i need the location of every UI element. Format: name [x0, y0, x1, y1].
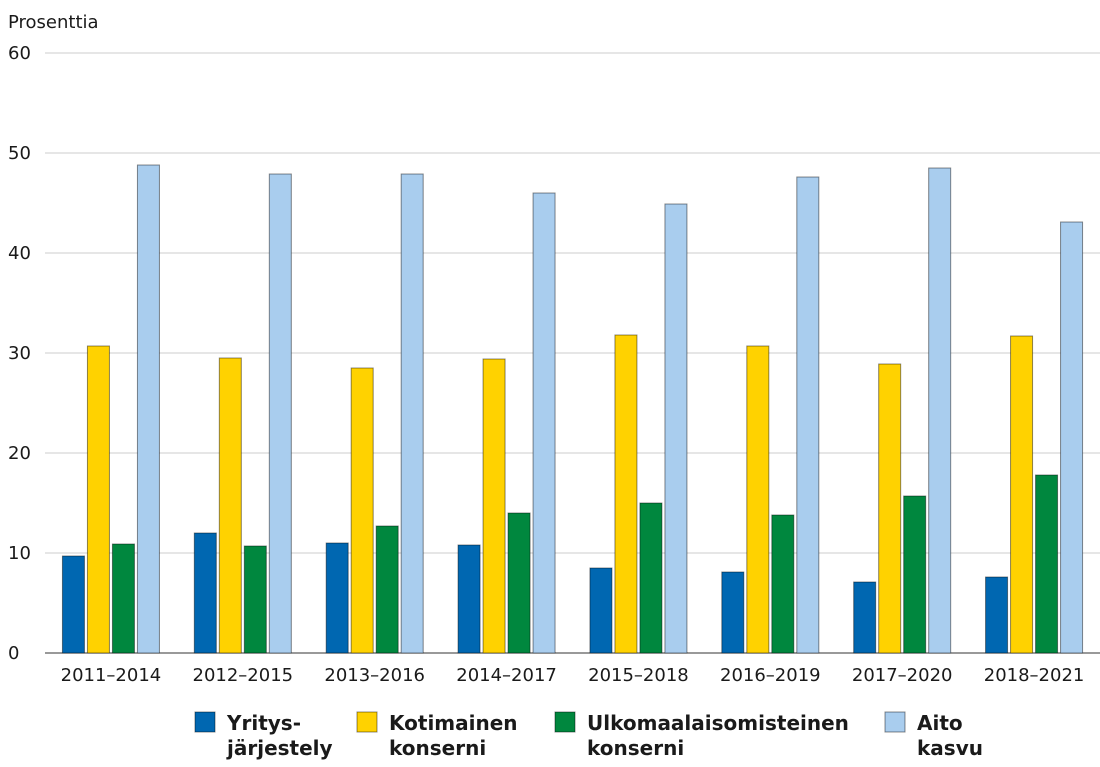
bar: [325, 542, 349, 654]
y-tick-label: 0: [8, 643, 19, 664]
legend-label-line: Yritys-: [226, 711, 301, 735]
bar: [136, 164, 160, 654]
legend-label: Yritys-järjestely: [226, 711, 333, 760]
bar: [218, 357, 242, 654]
legend-label-line: Ulkomaalaisomisteinen: [587, 711, 849, 735]
bar: [86, 345, 110, 654]
x-tick-label: 2011–2014: [61, 665, 162, 686]
bar: [1035, 474, 1059, 654]
x-tick-label: 2015–2018: [588, 665, 689, 686]
bar: [532, 192, 556, 654]
bar: [482, 358, 506, 654]
legend-swatch: [356, 711, 378, 733]
bar: [111, 543, 135, 654]
bar: [985, 576, 1009, 654]
bar: [589, 567, 613, 654]
bar: [1010, 335, 1034, 654]
legend-swatch: [884, 711, 906, 733]
legend-swatch: [194, 711, 216, 733]
bar: [928, 167, 952, 654]
legend-label-line: konserni: [389, 736, 486, 760]
legend-label-line: Aito: [917, 711, 963, 735]
bar: [771, 514, 795, 654]
x-tick-label: 2016–2019: [720, 665, 821, 686]
bar: [614, 334, 638, 654]
bar: [878, 363, 902, 654]
bar: [721, 571, 745, 654]
y-tick-label: 60: [8, 43, 31, 64]
legend-label: Kotimainen konserni: [389, 711, 518, 760]
bar: [1060, 221, 1084, 654]
bar: [639, 502, 663, 654]
x-tick-label: 2013–2016: [324, 665, 425, 686]
legend-label-line: Kotimainen: [389, 711, 518, 735]
y-axis-label: Prosenttia: [8, 12, 99, 33]
bar: [61, 555, 85, 654]
x-tick-label: 2014–2017: [456, 665, 557, 686]
legend-label-line: kasvu: [917, 736, 983, 760]
bar: [350, 367, 374, 654]
legend-swatch: [554, 711, 576, 733]
bar: [268, 173, 292, 654]
bar: [243, 545, 267, 654]
bar: [375, 525, 399, 654]
y-tick-label: 50: [8, 143, 31, 164]
bar: [746, 345, 770, 654]
bar: [400, 173, 424, 654]
y-tick-label: 20: [8, 443, 31, 464]
legend-label-line: konserni: [587, 736, 684, 760]
bar: [796, 176, 820, 654]
bar: [664, 203, 688, 654]
legend-label: Ulkomaalaisomisteinen konserni: [587, 711, 849, 760]
bar: [507, 512, 531, 654]
y-tick-label: 40: [8, 243, 31, 264]
y-tick-label: 30: [8, 343, 31, 364]
x-tick-label: 2017–2020: [852, 665, 953, 686]
bar: [903, 495, 927, 654]
legend-label-line: järjestely: [226, 736, 333, 760]
y-tick-label: 10: [8, 543, 31, 564]
x-tick-label: 2018–2021: [984, 665, 1085, 686]
bar: [193, 532, 217, 654]
legend-label: Aito kasvu: [917, 711, 983, 760]
bar: [457, 544, 481, 654]
x-tick-label: 2012–2015: [193, 665, 294, 686]
bar: [853, 581, 877, 654]
